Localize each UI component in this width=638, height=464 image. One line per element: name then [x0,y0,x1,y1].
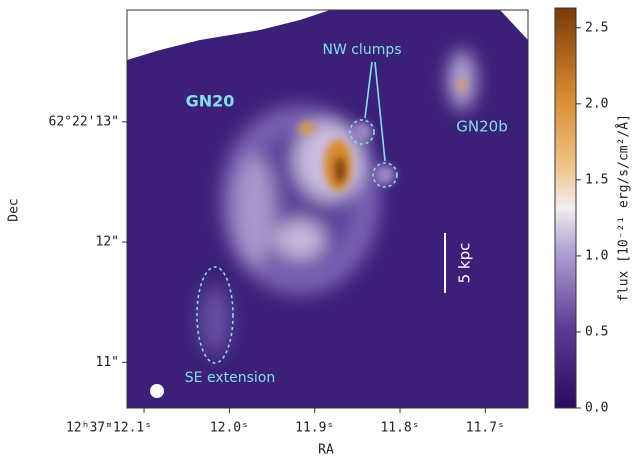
x-tick-label: 11.8ˢ [380,421,419,436]
x-tick-label: 11.9ˢ [295,421,334,436]
y-axis-label: Dec [7,198,22,221]
colorbar-tick-label: 0.0 [585,401,608,416]
x-tick-label: 12ʰ37ᵐ12.1ˢ [66,421,152,436]
colorbar-tick-label: 2.5 [585,20,608,35]
regions [196,61,398,364]
annotation: GN20b [456,118,507,136]
y-tick-label: 11" [96,355,119,370]
colorbar-tick-label: 2.0 [585,96,608,111]
annotation: 5 kpc [456,243,474,284]
annotation: NW clumps [322,42,401,58]
y-tick-label: 12" [96,235,119,250]
colorbar-tick-label: 1.0 [585,248,608,263]
colorbar [554,7,577,409]
colorbar-label: flux [10⁻²¹ erg/s/cm²/Å] [616,114,632,302]
x-axis-label: RA [318,443,334,458]
annotation: GN20 [186,92,235,111]
flux-image [127,10,528,408]
axes-frame [126,9,529,409]
colorbar-tick-label: 0.5 [585,324,608,339]
y-tick-label: 62°22'13" [49,114,119,129]
annotation: SE extension [185,370,275,386]
beam [150,384,164,398]
colorbar-tick-label: 1.5 [585,172,608,187]
x-tick-label: 12.0ˢ [210,421,249,436]
x-tick-label: 11.7ˢ [466,421,505,436]
